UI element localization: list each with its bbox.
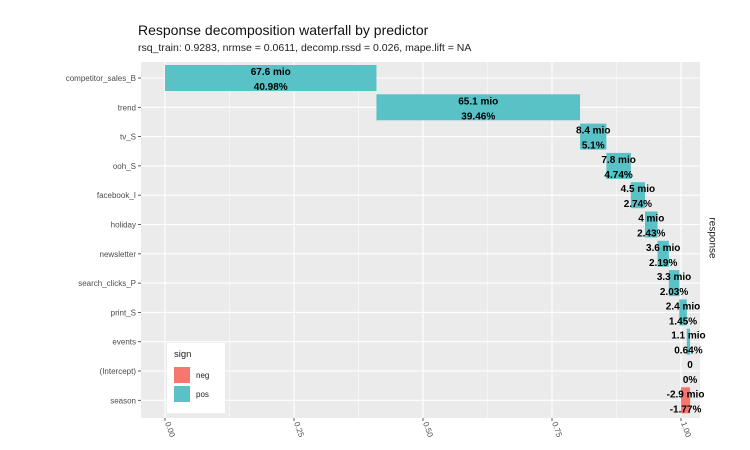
legend: sign neg pos [167,343,225,413]
percent-label: 2.03% [660,287,688,298]
value-label: 4.5 mio [621,184,655,195]
bar-ooh_S [606,152,631,179]
legend-title: sign [174,349,191,360]
x-tick-label: 0.75 [550,421,564,439]
x-axis: 0.00 0.25 0.50 0.75 1.00 [163,418,693,439]
bar-newsletter [657,240,669,267]
x-tick-label: 0.00 [163,421,177,439]
value-label: 3.6 mio [646,243,680,254]
bar-search_clicks_P [668,270,680,297]
y-tick-label: print_S [111,308,136,317]
value-label: 0 [687,360,693,371]
percent-label: 2.19% [649,258,677,269]
bars-layer [165,65,691,414]
bar-trend [376,94,581,121]
legend-key-pos [174,386,190,402]
value-label: 7.8 mio [601,155,635,166]
bar-season [681,387,691,414]
bar-competitor_sales_B [165,65,377,91]
bar-events [686,328,691,355]
value-label: 2.4 mio [666,301,700,312]
chart-title: Response decomposition waterfall by pred… [138,22,429,38]
y-tick-label: holiday [111,221,136,230]
value-label: 4 mio [638,214,664,225]
plot-panel [141,62,700,418]
y-tick-label: newsletter [100,250,137,259]
legend-label-neg: neg [196,371,209,380]
y-tick-label: competitor_sales_B [66,74,136,83]
percent-label: 5.1% [582,141,605,152]
gridlines [141,62,700,418]
value-label: 8.4 mio [576,126,610,137]
percent-label: 2.74% [624,199,652,210]
x-tick-label: 0.25 [292,421,306,439]
y-tick-label: facebook_I [97,191,136,200]
legend-key-neg [174,367,190,383]
bar-holiday [644,211,658,238]
y-tick-label: season [110,396,136,405]
chart-subtitle: rsq_train: 0.9283, nrmse = 0.0611, decom… [138,42,472,54]
value-label: 1.1 mio [671,331,705,342]
data-labels-layer: 67.6 mio 40.98% 65.1 mio 39.46% 8.4 mio 5.1% 7… [251,67,706,415]
value-label: 67.6 mio [251,67,291,78]
value-label: -2.9 mio [667,389,705,400]
y-tick-label: (Intercept) [100,367,137,376]
bar-facebook_I [630,182,645,209]
percent-label: 2.43% [637,229,665,240]
percent-label: 1.45% [669,316,697,327]
bar-print_S [679,299,687,326]
value-label: 65.1 mio [458,96,498,107]
y-tick-label: events [112,338,136,347]
percent-label: 0% [683,375,698,386]
percent-label: 39.46% [461,111,495,122]
percent-label: 0.64% [674,346,702,357]
x-tick-label: 1.00 [679,421,693,439]
y-tick-label: tv_S [120,133,136,142]
y-tick-label: ooh_S [113,162,136,171]
value-label: 3.3 mio [657,272,691,283]
y-tick-label: trend [118,103,136,112]
percent-label: 40.98% [254,82,288,93]
bar-tv_S [580,123,607,150]
x-tick-label: 0.50 [421,421,435,439]
percent-label: 4.74% [604,170,632,181]
legend-label-pos: pos [196,390,209,399]
percent-label: -1.77% [670,404,702,415]
y-tick-label: search_clicks_P [78,279,136,288]
